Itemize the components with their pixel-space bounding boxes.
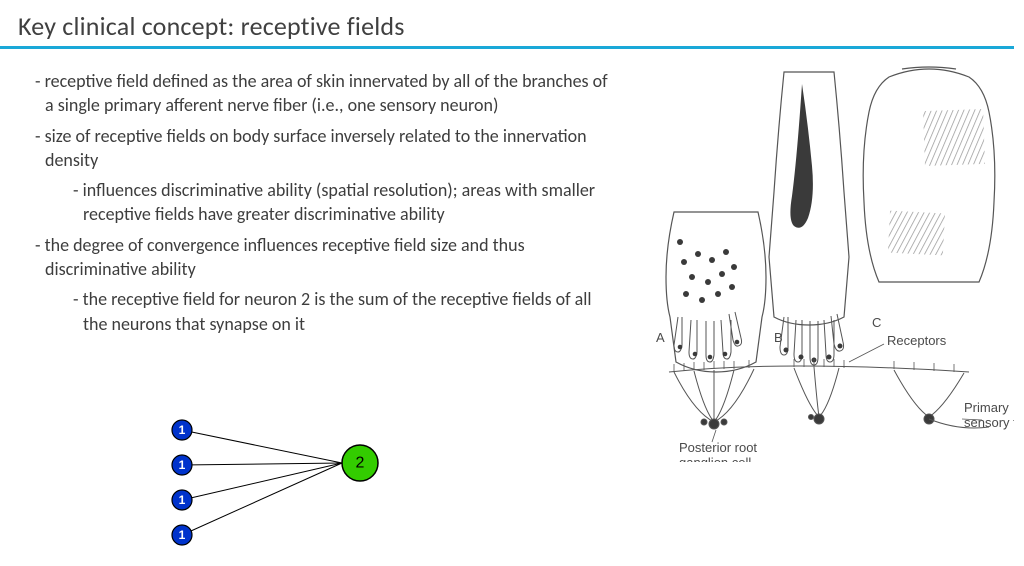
svg-text:1: 1 — [179, 423, 186, 437]
svg-text:1: 1 — [179, 528, 186, 542]
label-ganglion-1: Posterior root — [679, 440, 757, 455]
svg-text:1: 1 — [179, 493, 186, 507]
label-primary-2: sensory fiber — [964, 415, 1014, 430]
svg-text:2: 2 — [356, 455, 365, 472]
label-primary-1: Primary — [964, 400, 1009, 415]
bullet-1: - receptive field defined as the area of… — [35, 69, 615, 118]
label-b: B — [774, 330, 783, 345]
bullet-3a: - the receptive field for neuron 2 is th… — [35, 287, 615, 336]
hand-a — [666, 212, 766, 372]
torso-c — [863, 67, 995, 282]
anatomy-diagram: A B C Receptors Posterior root ganglion … — [634, 62, 1014, 462]
forearm-b — [769, 72, 849, 365]
label-a: A — [656, 330, 665, 345]
slide-title: Key clinical concept: receptive fields — [0, 0, 1024, 46]
bullet-2a: - influences discriminative ability (spa… — [35, 178, 615, 227]
svg-text:1: 1 — [179, 458, 186, 472]
label-ganglion-2: ganglion cell — [679, 455, 751, 462]
bullet-list: - receptive field defined as the area of… — [35, 69, 615, 342]
label-c: C — [872, 315, 881, 330]
label-receptors: Receptors — [887, 333, 947, 348]
bullet-2: - size of receptive fields on body surfa… — [35, 124, 615, 173]
bullet-3: - the degree of convergence influences r… — [35, 233, 615, 282]
receptor-nerves — [669, 359, 989, 429]
convergence-diagram: 1 1 1 1 2 — [160, 408, 420, 558]
